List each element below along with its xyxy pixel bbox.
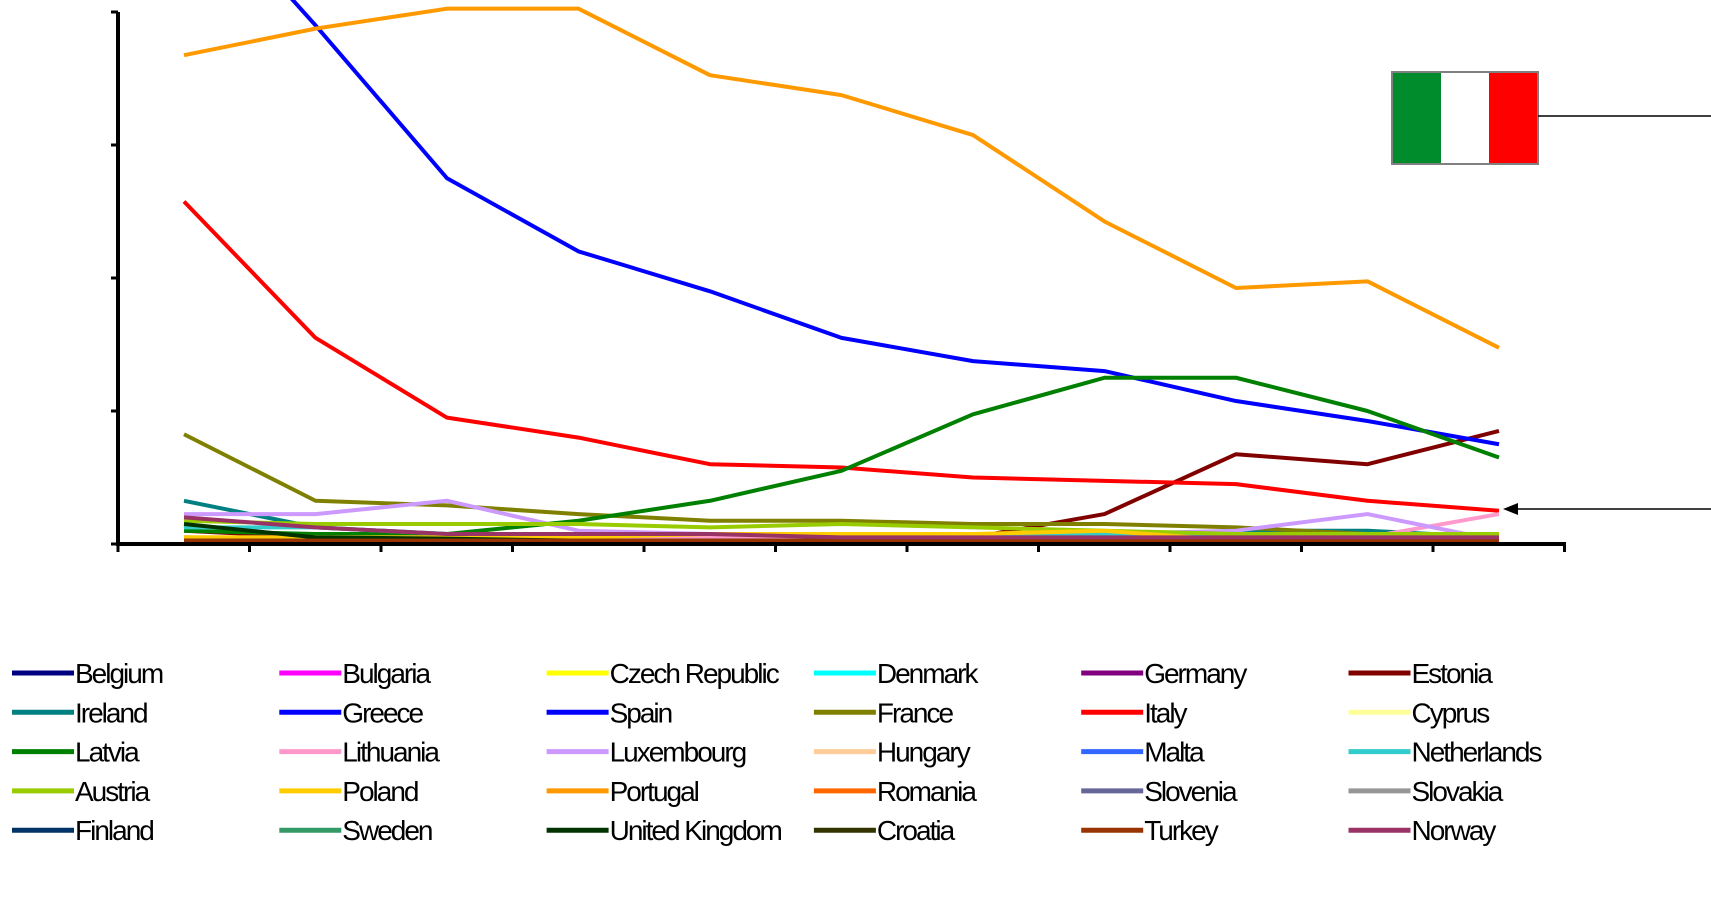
legend-label: Bulgaria bbox=[342, 658, 431, 689]
legend-item-portugal: Portugal bbox=[546, 776, 701, 807]
series-line-portugal bbox=[183, 6, 1500, 350]
legend-item-croatia: Croatia bbox=[813, 815, 958, 846]
legend-label: Finland bbox=[75, 815, 153, 846]
legend-label: Hungary bbox=[877, 737, 971, 768]
legend-item-czech-republic: Czech Republic bbox=[546, 658, 782, 689]
legend-item-ireland: Ireland bbox=[12, 697, 149, 728]
axes bbox=[111, 10, 1566, 552]
legend-item-norway: Norway bbox=[1348, 815, 1498, 846]
legend-label: Spain bbox=[610, 697, 672, 728]
legend-label: France bbox=[877, 697, 954, 728]
legend-label: Malta bbox=[1144, 737, 1205, 768]
italy-flag-white-band bbox=[1441, 72, 1489, 164]
legend-label: Romania bbox=[877, 776, 977, 807]
legend-item-lithuania: Lithuania bbox=[279, 737, 442, 768]
legend-label: United Kingdom bbox=[610, 815, 782, 846]
legend-label: Denmark bbox=[877, 658, 980, 689]
legend-item-denmark: Denmark bbox=[813, 658, 981, 689]
legend-item-slovakia: Slovakia bbox=[1348, 776, 1506, 807]
legend-item-sweden: Sweden bbox=[279, 815, 434, 846]
italy-flag-border bbox=[1391, 71, 1539, 165]
legend-label: Austria bbox=[75, 776, 151, 807]
legend-label: Sweden bbox=[342, 815, 432, 846]
legend-item-malta: Malta bbox=[1081, 737, 1207, 768]
legend-label: Netherlands bbox=[1412, 737, 1542, 768]
legend-item-germany: Germany bbox=[1081, 658, 1249, 689]
italy-flag-red-band bbox=[1489, 72, 1538, 164]
italy-arrow-annotation bbox=[1503, 503, 1711, 515]
legend-item-united-kingdom: United Kingdom bbox=[546, 815, 784, 846]
legend-item-luxembourg: Luxembourg bbox=[546, 737, 748, 768]
series-line-latvia bbox=[183, 375, 1500, 537]
series-line-austria bbox=[183, 518, 1499, 537]
legend-item-finland: Finland bbox=[12, 815, 155, 846]
legend-label: Croatia bbox=[877, 815, 956, 846]
plot-area bbox=[182, 0, 1500, 545]
legend-label: Estonia bbox=[1412, 658, 1494, 689]
legend-item-cyprus: Cyprus bbox=[1348, 697, 1491, 728]
legend-label: Latvia bbox=[75, 737, 140, 768]
legend-label: Belgium bbox=[75, 658, 163, 689]
legend-item-slovenia: Slovenia bbox=[1081, 776, 1240, 807]
italy-flag-green-band bbox=[1392, 72, 1441, 164]
legend-item-poland: Poland bbox=[279, 776, 420, 807]
series-line-norway bbox=[183, 515, 1499, 540]
legend-item-austria: Austria bbox=[12, 776, 153, 807]
legend-item-france: France bbox=[813, 697, 955, 728]
legend: Belgium Bulgaria Czech Republic Denmark Germ… bbox=[12, 658, 1543, 846]
legend-item-bulgaria: Bulgaria bbox=[279, 658, 433, 689]
arrow-head bbox=[1503, 503, 1518, 515]
legend-item-spain: Spain bbox=[546, 697, 674, 728]
legend-label: Ireland bbox=[75, 697, 147, 728]
legend-item-belgium: Belgium bbox=[12, 658, 165, 689]
legend-item-turkey: Turkey bbox=[1081, 815, 1221, 846]
legend-item-netherlands: Netherlands bbox=[1348, 737, 1543, 768]
legend-label: Italy bbox=[1144, 697, 1187, 728]
legend-label: Norway bbox=[1412, 815, 1497, 846]
series-line-italy bbox=[182, 200, 1500, 513]
legend-item-italy: Italy bbox=[1081, 697, 1190, 728]
legend-item-greece: Greece bbox=[279, 697, 426, 728]
legend-label: Slovakia bbox=[1412, 776, 1504, 807]
legend-item-latvia: Latvia bbox=[12, 737, 142, 768]
legend-label: Cyprus bbox=[1412, 697, 1490, 728]
legend-label: Luxembourg bbox=[610, 737, 746, 768]
legend-item-romania: Romania bbox=[813, 776, 979, 807]
series-line-spain bbox=[290, 0, 1500, 447]
legend-label: Poland bbox=[342, 776, 418, 807]
legend-label: Turkey bbox=[1144, 815, 1219, 846]
legend-label: Greece bbox=[342, 697, 423, 728]
italy-flag-annotation bbox=[1391, 71, 1711, 165]
legend-label: Portugal bbox=[610, 776, 699, 807]
legend-label: Slovenia bbox=[1144, 776, 1238, 807]
legend-item-hungary: Hungary bbox=[813, 737, 973, 768]
legend-item-estonia: Estonia bbox=[1348, 658, 1495, 689]
legend-label: Germany bbox=[1144, 658, 1247, 689]
legend-label: Lithuania bbox=[342, 737, 440, 768]
legend-label: Czech Republic bbox=[610, 658, 780, 689]
